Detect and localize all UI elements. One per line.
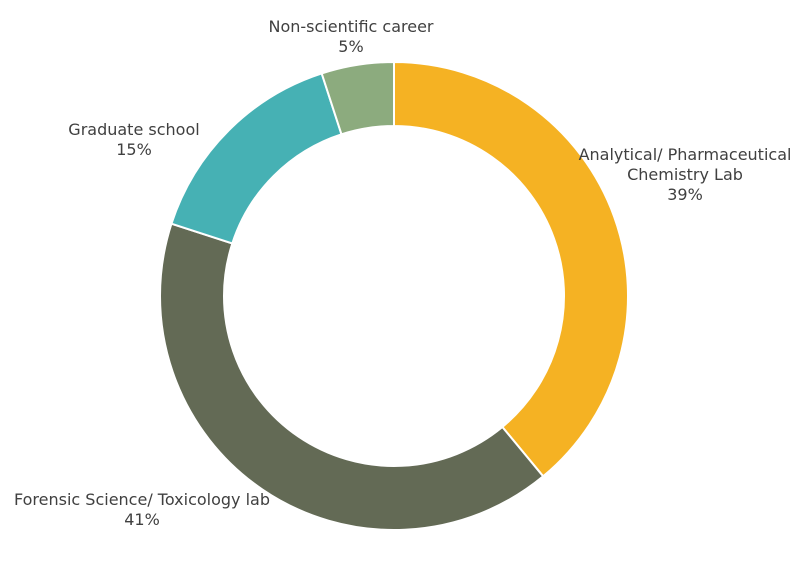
donut-slice [170,72,343,245]
donut-slice [320,60,395,136]
slice-category: Non-scientific career [268,17,433,36]
slice-category: Forensic Science/ Toxicology lab [14,490,270,509]
slice-percent: 15% [116,140,152,159]
slice-label: Graduate school 15% [68,120,199,159]
slice-percent: 5% [338,37,363,56]
slice-percent: 39% [667,185,703,204]
slice-label: Forensic Science/ Toxicology lab 41% [14,490,270,529]
slice-category: Graduate school [68,120,199,139]
slice-label: Non-scientific career 5% [268,17,433,56]
slice-category: Analytical/ Pharmaceutical [579,145,792,164]
slice-category: Chemistry Lab [627,165,743,184]
donut-slice [159,222,545,531]
donut-slices [159,60,629,531]
slice-label: Analytical/ Pharmaceutical Chemistry Lab 3… [579,145,792,204]
slice-labels: Analytical/ Pharmaceutical Chemistry Lab 3… [14,17,791,529]
donut-slice [393,60,629,478]
slice-percent: 41% [124,510,160,529]
